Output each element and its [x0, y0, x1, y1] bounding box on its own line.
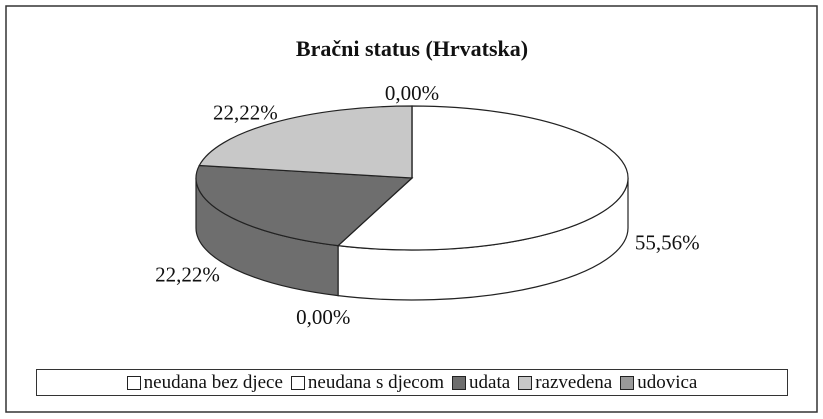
legend-label: razvedena — [535, 371, 613, 393]
data-label: 22,22% — [155, 262, 220, 286]
data-label: 55,56% — [635, 231, 700, 255]
legend-item: neudana bez djece — [126, 371, 283, 394]
legend-swatch — [620, 375, 635, 390]
data-label: 0,00% — [385, 81, 439, 105]
legend: neudana bez djece neudana s djecom udata ra… — [36, 369, 788, 396]
legend-label: udovica — [637, 371, 698, 393]
legend-item: udovica — [620, 372, 697, 394]
legend-label: udata — [469, 371, 511, 393]
legend-item: razvedena — [518, 372, 612, 394]
legend-swatch — [452, 375, 467, 390]
slice — [195, 164, 414, 247]
legend-label: neudana s djecom — [307, 371, 445, 393]
legend-item: udata — [452, 372, 510, 394]
chart-title: Bračni status (Hrvatska) — [296, 36, 528, 61]
legend-swatch — [126, 375, 141, 390]
slice — [198, 105, 413, 179]
legend-swatch — [290, 375, 305, 390]
data-label: 0,00% — [296, 305, 350, 329]
legend-label: neudana bez djece — [143, 371, 283, 393]
legend-item: neudana s djecom — [290, 371, 445, 394]
slice — [336, 105, 629, 251]
data-label: 22,22% — [213, 100, 278, 124]
legend-swatch — [518, 375, 533, 390]
